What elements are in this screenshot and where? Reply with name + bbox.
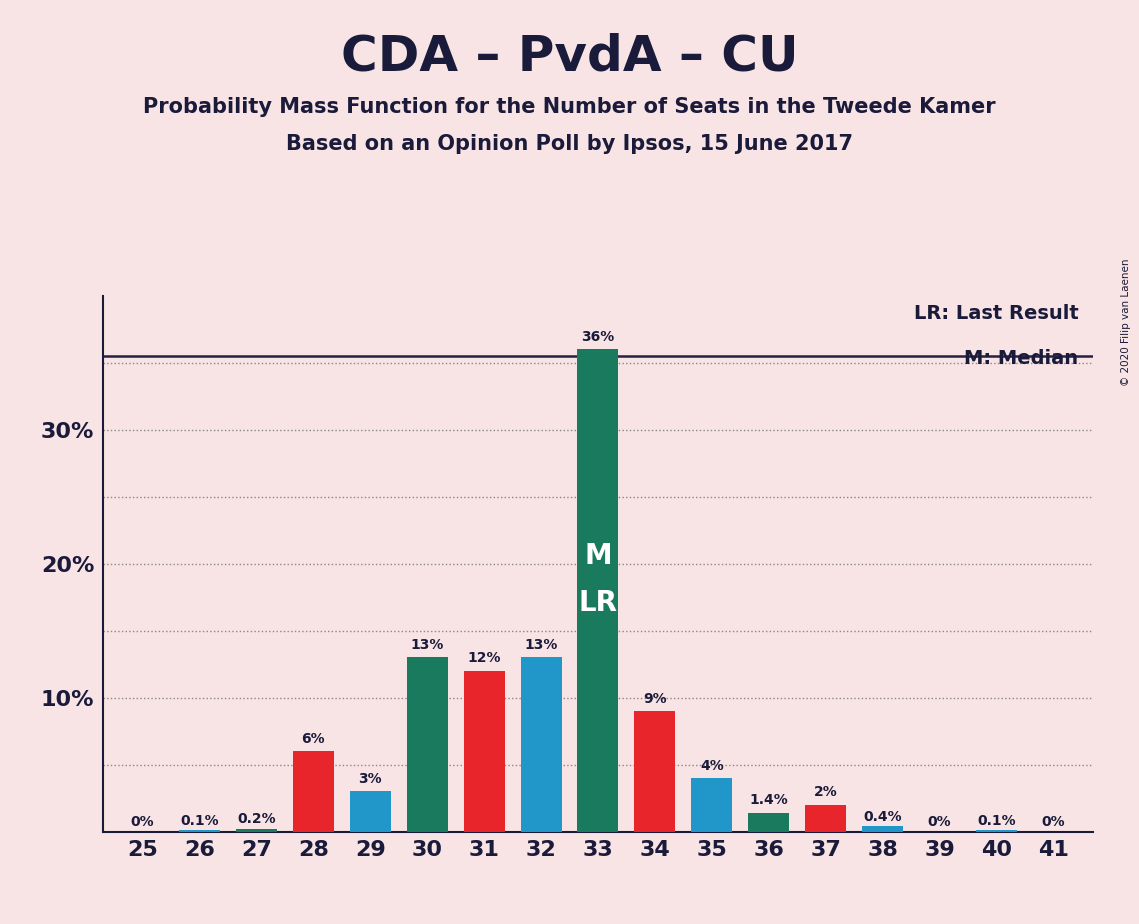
Bar xyxy=(407,658,448,832)
Text: 9%: 9% xyxy=(644,692,666,706)
Bar xyxy=(464,671,505,832)
Text: 0.1%: 0.1% xyxy=(180,813,219,828)
Text: M: Median: M: Median xyxy=(965,349,1079,369)
Bar xyxy=(577,349,618,832)
Bar xyxy=(976,831,1017,832)
Bar xyxy=(521,658,562,832)
Bar xyxy=(862,826,903,832)
Text: 3%: 3% xyxy=(359,772,382,786)
Bar xyxy=(634,711,675,832)
Text: 0%: 0% xyxy=(1042,815,1065,829)
Text: 13%: 13% xyxy=(410,638,444,652)
Text: © 2020 Filip van Laenen: © 2020 Filip van Laenen xyxy=(1121,259,1131,386)
Text: 12%: 12% xyxy=(467,651,501,665)
Text: CDA – PvdA – CU: CDA – PvdA – CU xyxy=(341,32,798,80)
Text: Probability Mass Function for the Number of Seats in the Tweede Kamer: Probability Mass Function for the Number… xyxy=(144,97,995,117)
Bar xyxy=(805,805,846,832)
Text: LR: LR xyxy=(579,590,617,617)
Bar xyxy=(691,778,732,832)
Text: 0.1%: 0.1% xyxy=(977,813,1016,828)
Text: 0.2%: 0.2% xyxy=(237,812,276,826)
Text: LR: Last Result: LR: Last Result xyxy=(913,304,1079,322)
Text: 0.4%: 0.4% xyxy=(863,809,902,823)
Text: 4%: 4% xyxy=(700,759,723,772)
Text: Based on an Opinion Poll by Ipsos, 15 June 2017: Based on an Opinion Poll by Ipsos, 15 Ju… xyxy=(286,134,853,154)
Text: 0%: 0% xyxy=(131,815,154,829)
Text: 36%: 36% xyxy=(581,330,615,344)
Bar xyxy=(293,751,334,832)
Text: 0%: 0% xyxy=(928,815,951,829)
Bar xyxy=(350,791,391,832)
Text: 13%: 13% xyxy=(524,638,558,652)
Bar xyxy=(179,831,220,832)
Bar xyxy=(236,829,277,832)
Bar xyxy=(748,813,789,832)
Text: 6%: 6% xyxy=(302,732,325,746)
Text: 1.4%: 1.4% xyxy=(749,794,788,808)
Text: 2%: 2% xyxy=(814,785,837,799)
Text: M: M xyxy=(584,542,612,570)
